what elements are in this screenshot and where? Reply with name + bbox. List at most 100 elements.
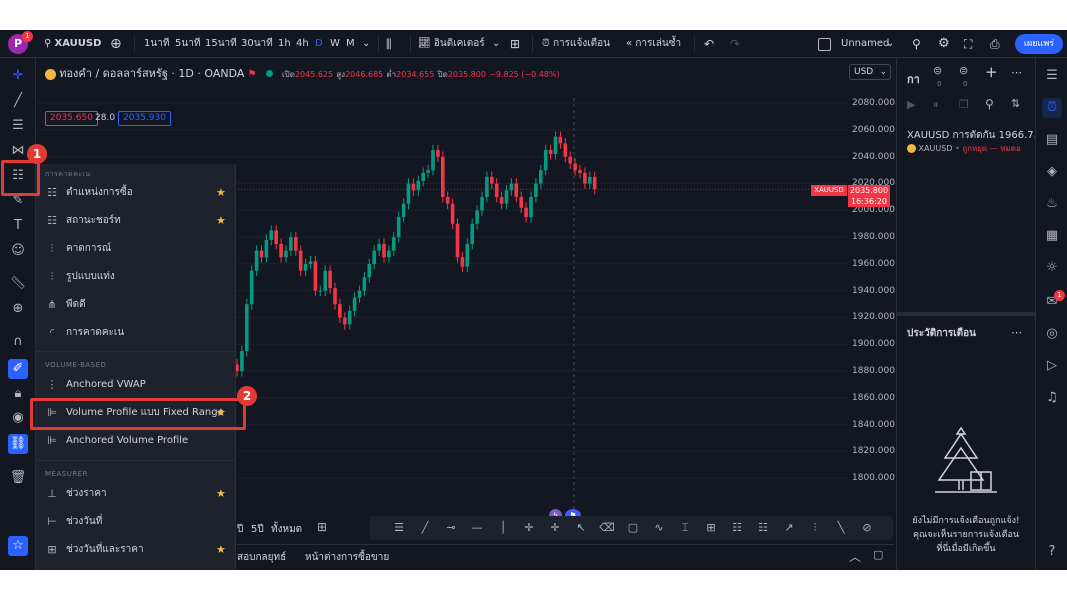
- help-icon[interactable]: ?: [1048, 544, 1056, 559]
- pause-icon[interactable]: ⏸: [933, 98, 939, 111]
- dropdown-item[interactable]: ⊫ Anchored Volume Profile: [36, 428, 236, 454]
- bell-icon[interactable]: ♫: [1046, 390, 1058, 405]
- tab-trading-panel[interactable]: หน้าต่างการซื้อขาย: [305, 552, 390, 563]
- interval-button[interactable]: 1นาที: [144, 38, 170, 49]
- more-options-icon[interactable]: ⋯: [1011, 326, 1022, 339]
- trend-line-icon[interactable]: ╱: [14, 93, 22, 108]
- sort-icon[interactable]: ⇅: [1011, 97, 1021, 110]
- interval-button[interactable]: 5นาที: [175, 38, 201, 49]
- layout-checkbox[interactable]: [818, 38, 831, 51]
- magnet-icon[interactable]: ∩: [13, 334, 23, 349]
- dropdown-item[interactable]: ☷ สถานะชอร์ท ★: [36, 208, 236, 234]
- interval-button[interactable]: W: [330, 38, 340, 49]
- fib-icon[interactable]: ☰: [394, 521, 404, 534]
- interval-button[interactable]: 30นาที: [241, 38, 273, 49]
- favorites-star-icon[interactable]: ☆: [8, 536, 28, 556]
- cross-line-icon[interactable]: ✛: [524, 521, 534, 534]
- dropdown-item[interactable]: ⊞ ช่วงวันที่และราคา ★: [36, 537, 236, 563]
- chart-title[interactable]: ทองคำ / ดอลลาร์สหรัฐ · 1D · OANDA: [59, 67, 245, 80]
- emoji-icon[interactable]: ☺: [11, 243, 25, 258]
- path-icon[interactable]: ∿: [654, 521, 664, 534]
- brush-icon[interactable]: ✎: [12, 193, 24, 208]
- dropdown-item[interactable]: ⋔ พีดดี: [36, 292, 236, 318]
- calendar-goto-icon[interactable]: ⊞: [317, 520, 328, 534]
- eye-icon[interactable]: ◉: [12, 410, 24, 425]
- stream-icon[interactable]: ▷: [1047, 358, 1057, 373]
- interval-button[interactable]: D: [315, 38, 323, 49]
- trend-line-icon[interactable]: ╱: [421, 521, 429, 534]
- layers-icon[interactable]: ◈: [1047, 164, 1057, 179]
- fib-icon[interactable]: ☰: [12, 118, 24, 133]
- ask-price-button[interactable]: 2035.930: [118, 111, 171, 126]
- cursor-icon[interactable]: ↖: [576, 521, 586, 534]
- forecast-tools-icon[interactable]: ☷: [12, 168, 24, 183]
- period-year[interactable]: ปี: [237, 524, 244, 535]
- interval-button[interactable]: 15นาที: [205, 38, 237, 49]
- zoom-icon[interactable]: ⊕: [12, 301, 24, 316]
- text-tool-icon[interactable]: T: [14, 218, 22, 233]
- measure-icon[interactable]: ⊘: [862, 521, 872, 534]
- tab-strategy-tester[interactable]: สอบกลยุทธ์: [237, 552, 287, 563]
- chevron-down-icon[interactable]: ⌄: [492, 38, 501, 49]
- chevron-down-icon[interactable]: ⌄: [362, 38, 371, 49]
- currency-selector[interactable]: USD ⌄: [849, 64, 891, 80]
- period-5year[interactable]: 5ปี: [251, 524, 264, 535]
- vertical-line-icon[interactable]: │: [499, 521, 507, 534]
- fullscreen-icon[interactable]: ⛶: [964, 37, 973, 51]
- layout-name[interactable]: Unnamed: [841, 38, 890, 49]
- dropdown-item[interactable]: ⫶ รูปแบบแท่ง: [36, 264, 236, 290]
- crosshair-icon[interactable]: ✛: [12, 68, 24, 83]
- favorite-star-icon[interactable]: ★: [216, 214, 226, 227]
- candle-type-icon[interactable]: ⫼: [386, 37, 392, 51]
- more-options-icon[interactable]: ⋯: [1011, 66, 1022, 79]
- dropdown-item[interactable]: ◜ การคาดคะเน: [36, 320, 236, 346]
- link-icon[interactable]: ⛓: [8, 434, 28, 454]
- text-cursor-icon[interactable]: ⌶: [681, 521, 689, 534]
- maximize-panel-icon[interactable]: ▢: [873, 548, 884, 561]
- triggered-filter-icon[interactable]: ⊜: [959, 64, 969, 77]
- dropdown-item[interactable]: ⊢ ช่วงวันที่: [36, 509, 236, 535]
- dropdown-item[interactable]: ⊫ Volume Profile แบบ Fixed Range ★: [36, 400, 236, 426]
- position-short-icon[interactable]: ☷: [758, 521, 768, 534]
- chat-icon[interactable]: ✉: [1046, 294, 1058, 309]
- favorite-star-icon[interactable]: ★: [216, 186, 226, 199]
- add-alert-icon[interactable]: +: [985, 63, 998, 81]
- arrow-icon[interactable]: ↗: [784, 521, 794, 534]
- alert-item-title[interactable]: XAUUSD การตัดกัน 1966.7...: [907, 130, 1044, 141]
- replay-button[interactable]: « การเล่นซ้ำ: [626, 30, 681, 58]
- trash-icon[interactable]: 🗑︎: [9, 470, 27, 485]
- interval-button[interactable]: 4h: [296, 38, 309, 49]
- chevron-down-icon[interactable]: ⌄: [886, 38, 895, 49]
- undo-icon[interactable]: ↶: [704, 37, 715, 51]
- broadcast-icon[interactable]: ◎: [1046, 326, 1058, 341]
- alarm-clock-icon[interactable]: ⏰︎: [1042, 98, 1062, 118]
- search-icon[interactable]: ⚲: [985, 97, 994, 111]
- watchlist-icon[interactable]: ☰: [1046, 68, 1058, 83]
- bid-price-button[interactable]: 2035.650: [45, 111, 98, 126]
- line-tool-icon[interactable]: ╲: [837, 521, 845, 534]
- calendar-icon[interactable]: ▦: [1045, 228, 1059, 243]
- interval-button[interactable]: 1h: [278, 38, 291, 49]
- flame-icon[interactable]: ♨: [1046, 196, 1058, 211]
- horizontal-line-icon[interactable]: —: [471, 521, 483, 534]
- dropdown-item[interactable]: ☷ ตำแหน่งการซื้อ ★: [36, 180, 236, 206]
- period-all[interactable]: ทั้งหมด: [271, 524, 303, 535]
- publish-button[interactable]: เผยแพร่: [1015, 34, 1063, 54]
- lightbulb-icon[interactable]: ☼: [1046, 260, 1058, 275]
- camera-icon[interactable]: ⎙: [990, 37, 1000, 51]
- dropdown-item[interactable]: ⊥ ช่วงราคา ★: [36, 481, 236, 507]
- rectangle-icon[interactable]: ▢: [627, 521, 639, 534]
- gear-icon[interactable]: ⚙: [938, 36, 950, 51]
- alert-button[interactable]: ⏰︎ การแจ้งเตือน: [542, 30, 610, 58]
- interval-button[interactable]: M: [346, 38, 355, 49]
- indicators-button[interactable]: 📈︎ อินดิเคเตอร์: [418, 30, 485, 58]
- eraser-icon[interactable]: ⌫: [599, 521, 615, 534]
- ray-icon[interactable]: ⊸: [446, 521, 456, 534]
- templates-icon[interactable]: ⊞: [510, 37, 521, 51]
- redo-icon[interactable]: ↷: [730, 37, 741, 51]
- alerts-filter-icon[interactable]: ⊜: [933, 64, 943, 77]
- details-icon[interactable]: ▤: [1045, 132, 1059, 147]
- dropdown-item[interactable]: ⋮ Anchored VWAP: [36, 372, 236, 398]
- position-icon[interactable]: ☷: [732, 521, 742, 534]
- ruler-icon[interactable]: 📏︎: [9, 276, 27, 291]
